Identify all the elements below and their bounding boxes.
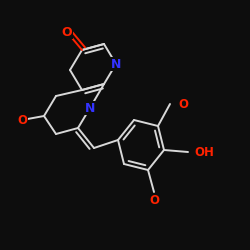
Text: O: O: [62, 26, 72, 38]
Text: N: N: [111, 58, 121, 70]
Text: O: O: [149, 194, 159, 206]
Text: N: N: [85, 102, 95, 114]
Text: O: O: [17, 114, 27, 126]
Text: O: O: [178, 98, 188, 110]
Text: OH: OH: [194, 146, 214, 158]
